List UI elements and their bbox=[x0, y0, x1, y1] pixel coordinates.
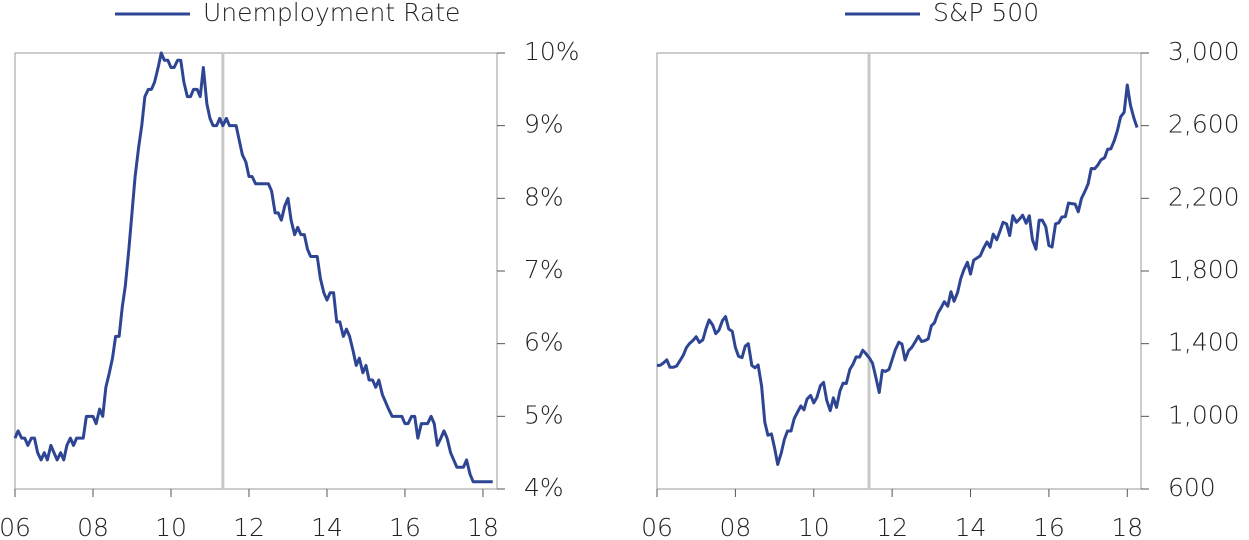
x-tick-label: 06 bbox=[0, 513, 31, 540]
x-tick-label: 10 bbox=[155, 513, 187, 540]
plot-frame bbox=[656, 52, 1142, 490]
x-tick-label: 16 bbox=[1033, 513, 1065, 540]
x-tick-label: 18 bbox=[1111, 513, 1143, 540]
legend-label: Unemployment Rate bbox=[203, 0, 460, 27]
x-tick-label: 12 bbox=[233, 513, 265, 540]
x-tick-label: 06 bbox=[641, 513, 673, 540]
y-tick-label: 3,000 bbox=[1168, 37, 1240, 66]
y-tick-label: 10% bbox=[524, 37, 580, 66]
x-tick-label: 10 bbox=[798, 513, 830, 540]
y-tick-label: 1,400 bbox=[1168, 328, 1240, 357]
y-tick-label: 6% bbox=[524, 328, 564, 357]
x-tick-label: 18 bbox=[467, 513, 499, 540]
y-tick-label: 2,600 bbox=[1168, 110, 1240, 139]
data-line bbox=[13, 51, 493, 484]
y-tick-label: 600 bbox=[1168, 473, 1216, 502]
x-tick-label: 12 bbox=[876, 513, 908, 540]
y-tick-label: 7% bbox=[524, 255, 564, 284]
legend-label: S&P 500 bbox=[933, 0, 1039, 27]
y-tick-label: 1,800 bbox=[1168, 255, 1240, 284]
x-tick-label: 14 bbox=[311, 513, 343, 540]
y-tick-label: 5% bbox=[524, 400, 564, 429]
data-line bbox=[656, 83, 1139, 466]
y-tick-label: 4% bbox=[524, 473, 564, 502]
y-tick-label: 1,000 bbox=[1168, 400, 1240, 429]
x-tick-label: 08 bbox=[719, 513, 751, 540]
x-tick-label: 14 bbox=[955, 513, 987, 540]
y-tick-label: 9% bbox=[524, 110, 564, 139]
y-tick-label: 8% bbox=[524, 182, 564, 211]
y-tick-label: 2,200 bbox=[1168, 182, 1240, 211]
x-tick-label: 16 bbox=[389, 513, 421, 540]
x-tick-label: 08 bbox=[77, 513, 109, 540]
